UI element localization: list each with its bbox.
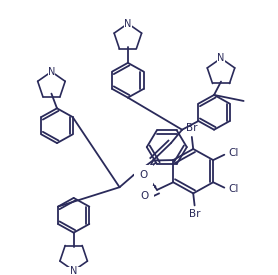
Text: Br: Br — [189, 210, 200, 219]
Text: O: O — [139, 170, 147, 180]
Text: Br: Br — [186, 123, 198, 133]
Text: N: N — [48, 67, 55, 77]
Text: Cl: Cl — [229, 184, 239, 194]
Text: N: N — [70, 266, 77, 275]
Text: N: N — [124, 18, 131, 29]
Text: O: O — [140, 191, 148, 201]
Text: Cl: Cl — [229, 148, 239, 158]
Text: N: N — [217, 53, 225, 63]
